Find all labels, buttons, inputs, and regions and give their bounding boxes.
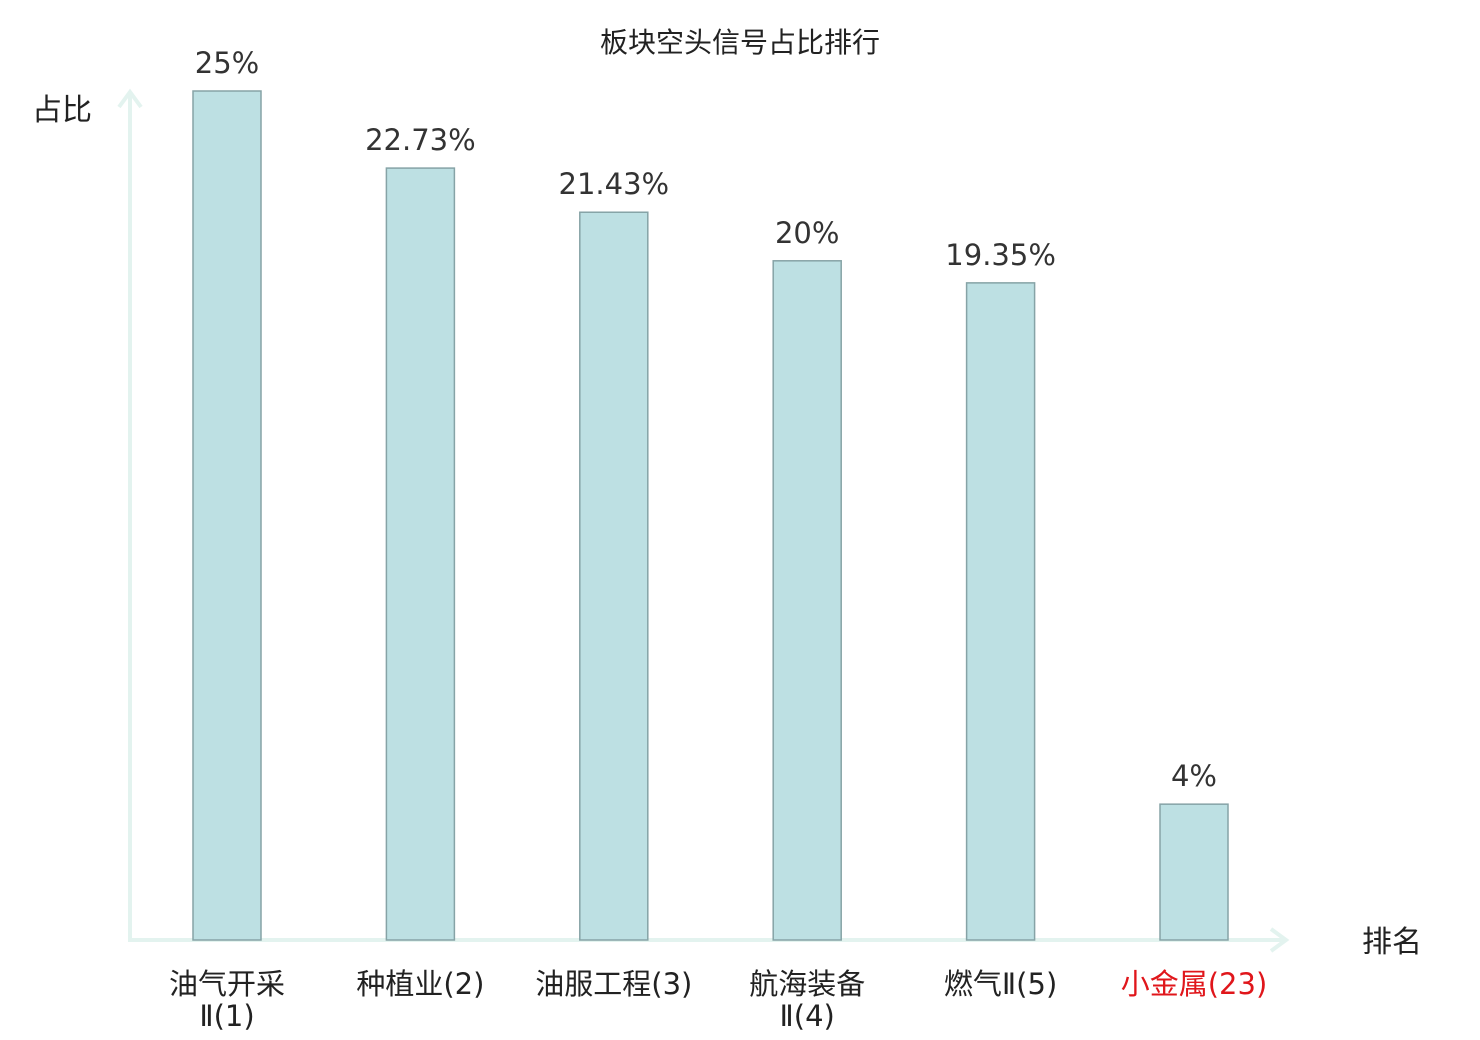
bar: [965, 282, 1036, 941]
value-label: 25%: [195, 46, 259, 80]
bar: [579, 211, 649, 941]
category-label: 油服工程(3): [535, 967, 692, 1001]
category-label: 种植业(2): [356, 967, 484, 1001]
x-axis-label: 排名: [1362, 925, 1422, 960]
bars-group: [192, 90, 1229, 941]
value-label: 21.43%: [559, 167, 670, 201]
value-labels-group: 25% 22.73% 21.43% 20% 19.35% 4%: [195, 46, 1217, 793]
value-label: 19.35%: [945, 238, 1056, 272]
value-label: 20%: [775, 216, 839, 250]
category-label: 油气开采: [169, 967, 285, 1001]
y-axis-arrowhead: [117, 88, 143, 109]
x-axis: [128, 927, 1290, 953]
bar: [772, 260, 842, 941]
category-label: 小金属(23): [1121, 967, 1268, 1001]
chart-title: 板块空头信号占比排行: [600, 26, 880, 59]
bar: [1159, 803, 1229, 941]
x-axis-arrowhead: [1269, 927, 1290, 953]
value-label: 22.73%: [365, 123, 476, 157]
category-label: Ⅱ(1): [199, 999, 254, 1033]
category-label: Ⅱ(4): [780, 999, 835, 1033]
category-label: 航海装备: [749, 967, 865, 1001]
y-axis: [117, 88, 143, 940]
bar: [192, 90, 262, 941]
value-label: 4%: [1171, 759, 1217, 793]
y-axis-label: 占比: [32, 93, 92, 128]
bar: [385, 167, 456, 941]
category-label: 燃气Ⅱ(5): [944, 967, 1057, 1001]
